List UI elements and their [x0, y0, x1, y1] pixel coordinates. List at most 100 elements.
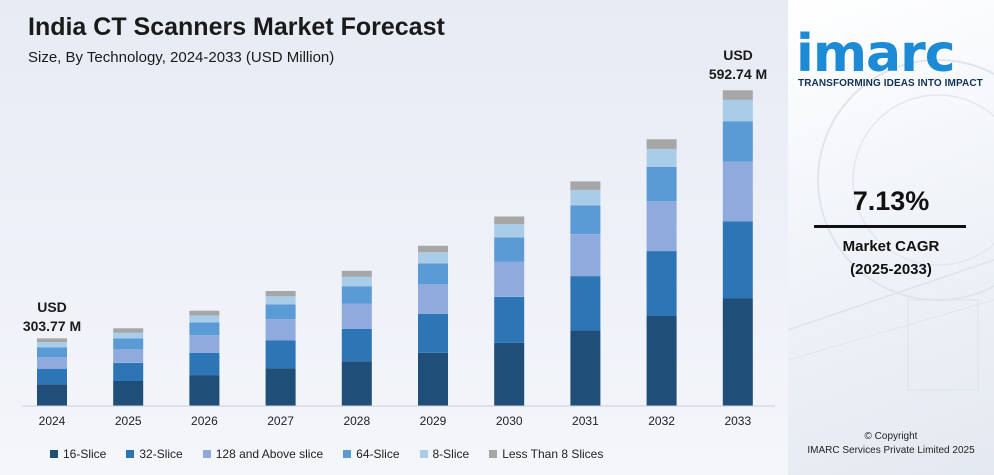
bar-segment-2024-64-slice — [37, 347, 67, 357]
bar-segment-2025-128-and-above-slice — [113, 349, 144, 363]
bar-segment-2033-16-slice — [722, 298, 753, 406]
brand-panel: imarc TRANSFORMING IDEAS INTO IMPACT 7.1… — [788, 0, 994, 475]
bar-segment-2027-8-slice — [265, 296, 296, 305]
bar-segment-2025-16-slice — [113, 381, 144, 406]
legend-swatch — [126, 450, 135, 458]
bar-segment-2030-64-slice — [494, 237, 525, 262]
bar-segment-2029-128-and-above-slice — [418, 284, 448, 314]
bar-segment-2024-128-and-above-slice — [37, 357, 67, 369]
legend-item-16-slice: 16-Slice — [50, 446, 106, 462]
bar-segment-2031-128-and-above-slice — [570, 234, 601, 277]
bar-segment-2028-128-and-above-slice — [341, 303, 372, 329]
bar-segment-2025-8-slice — [113, 332, 144, 339]
bar-segment-2032-8-slice — [646, 148, 677, 167]
bar-segment-2028-32-slice — [341, 328, 372, 362]
legend-swatch — [343, 450, 352, 458]
x-tick-label-2024: 2024 — [39, 414, 66, 428]
end-value-label: 592.74 M — [709, 66, 767, 82]
bar-segment-2029-less-than-8-slices — [418, 245, 448, 253]
x-tick-labels: 2024 2025 2026 2027 2028 2029 2030 2031 2032 2033 — [39, 414, 752, 428]
bar-segment-2026-32-slice — [189, 352, 220, 376]
bars-group — [37, 90, 753, 406]
chart-subtitle: Size, By Technology, 2024-2033 (USD Mill… — [28, 49, 335, 66]
x-tick-label-2026: 2026 — [191, 414, 218, 428]
x-tick-label-2027: 2027 — [267, 414, 294, 428]
chart-title: India CT Scanners Market Forecast — [28, 13, 445, 41]
chart-panel: India CT Scanners Market Forecast Size, … — [0, 0, 788, 475]
legend-swatch — [489, 450, 498, 458]
bar-segment-2028-less-than-8-slices — [341, 270, 372, 277]
legend-label: Less Than 8 Slices — [502, 447, 604, 461]
copyright-notice: © Copyright IMARC Services Private Limit… — [788, 430, 994, 458]
background-decoration — [788, 59, 994, 391]
bar-segment-2028-16-slice — [341, 361, 372, 406]
bar-segment-2028-64-slice — [341, 286, 372, 304]
bar-segment-2032-64-slice — [646, 167, 677, 202]
bar-segment-2030-32-slice — [494, 296, 525, 343]
bar-segment-2030-less-than-8-slices — [494, 216, 525, 224]
bar-segment-2027-64-slice — [265, 304, 296, 320]
bar-segment-2033-32-slice — [722, 221, 753, 299]
bar-segment-2025-less-than-8-slices — [113, 328, 144, 333]
start-value-label: 303.77 M — [23, 318, 81, 334]
bar-segment-2024-8-slice — [37, 342, 67, 348]
cagr-label: Market CAGR — [842, 238, 940, 255]
x-tick-label-2033: 2033 — [724, 414, 751, 428]
bar-segment-2031-64-slice — [570, 205, 601, 234]
stacked-bar-chart: 2024 2025 2026 2027 2028 2029 2030 2031 2032 2033… — [22, 47, 775, 428]
bar-segment-2032-less-than-8-slices — [646, 139, 677, 149]
legend-swatch — [419, 450, 428, 458]
bar-segment-2030-128-and-above-slice — [494, 261, 525, 297]
bar-segment-2027-32-slice — [265, 340, 296, 369]
legend-item-32-slice: 32-Slice — [126, 446, 183, 462]
bar-segment-2024-16-slice — [37, 384, 67, 406]
cagr-divider — [814, 225, 966, 228]
bar-segment-2024-less-than-8-slices — [37, 338, 67, 343]
bar-segment-2026-8-slice — [189, 315, 220, 323]
legend-label: 32-Slice — [139, 447, 183, 461]
x-tick-label-2028: 2028 — [343, 414, 370, 428]
bar-segment-2026-16-slice — [189, 375, 220, 406]
bar-segment-2025-64-slice — [113, 338, 144, 349]
bar-segment-2031-8-slice — [570, 189, 601, 206]
bar-segment-2024-32-slice — [37, 368, 67, 385]
start-value-label-currency: USD — [37, 299, 67, 315]
bar-segment-2025-32-slice — [113, 362, 144, 381]
copyright-line-2: IMARC Services Private Limited 2025 — [807, 445, 975, 456]
bar-segment-2027-128-and-above-slice — [265, 319, 296, 341]
bar-segment-2029-64-slice — [418, 263, 448, 285]
bar-segment-2031-less-than-8-slices — [570, 181, 601, 190]
legend-label: 16-Slice — [63, 447, 107, 461]
bar-segment-2026-less-than-8-slices — [189, 310, 220, 316]
bar-segment-2031-32-slice — [570, 276, 601, 331]
bar-segment-2029-16-slice — [418, 352, 448, 406]
bar-segment-2033-128-and-above-slice — [722, 161, 753, 222]
bar-segment-2031-16-slice — [570, 330, 601, 406]
cagr-value: 7.13% — [852, 186, 930, 216]
legend-label: 8-Slice — [432, 447, 470, 461]
bar-segment-2033-less-than-8-slices — [722, 90, 753, 100]
end-value-label-currency: USD — [723, 47, 753, 63]
copyright-line-1: © Copyright — [864, 431, 918, 442]
legend-item-64-slice: 64-Slice — [343, 446, 400, 462]
legend-label: 64-Slice — [356, 447, 400, 461]
imarc-logo: imarc — [796, 24, 956, 84]
bar-segment-2027-16-slice — [265, 368, 296, 406]
bar-segment-2030-16-slice — [494, 342, 525, 406]
bar-segment-2033-64-slice — [722, 121, 753, 162]
bar-segment-2028-8-slice — [341, 276, 372, 287]
x-tick-label-2030: 2030 — [496, 414, 523, 428]
bar-segment-2033-8-slice — [722, 99, 753, 122]
bar-segment-2029-32-slice — [418, 313, 448, 353]
legend-item-less-than-8-slices: Less Than 8 Slices — [489, 446, 603, 462]
bar-segment-2032-128-and-above-slice — [646, 201, 677, 252]
legend-label: 128 and Above slice — [215, 447, 324, 461]
x-tick-label-2031: 2031 — [572, 414, 599, 428]
bar-segment-2032-16-slice — [646, 316, 677, 406]
legend-swatch — [202, 450, 211, 458]
x-tick-label-2025: 2025 — [115, 414, 142, 428]
x-tick-label-2032: 2032 — [648, 414, 675, 428]
logo-tagline: TRANSFORMING IDEAS INTO IMPACT — [798, 78, 983, 89]
legend-item-8-slice: 8-Slice — [419, 446, 470, 462]
